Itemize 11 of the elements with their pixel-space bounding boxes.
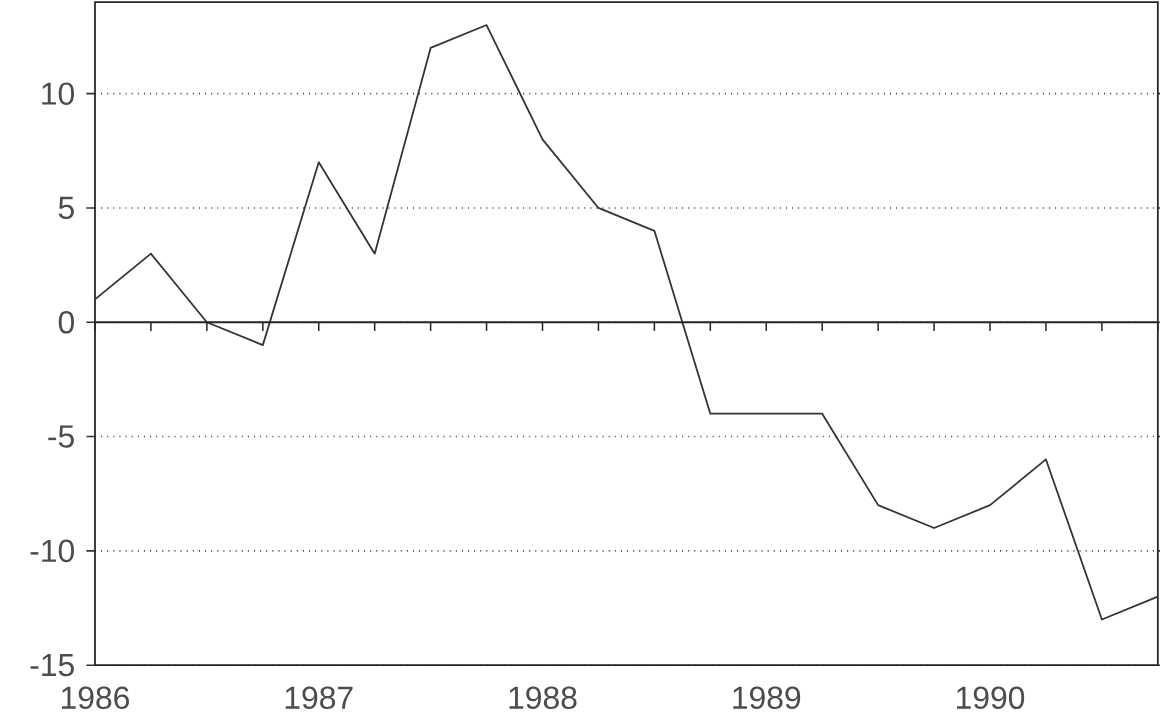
y-tick-label: 0 — [58, 311, 74, 334]
x-tick-label: 1987 — [285, 686, 353, 710]
y-tick-label: 10 — [42, 82, 74, 105]
y-tick-label: -15 — [30, 654, 74, 677]
x-tick-label: 1986 — [61, 686, 129, 710]
x-tick-label: 1990 — [957, 686, 1025, 710]
y-tick-label: -5 — [48, 425, 74, 448]
x-tick-label: 1989 — [733, 686, 801, 710]
y-tick-label: -10 — [30, 539, 74, 563]
y-tick-label: 5 — [58, 196, 74, 220]
x-tick-label: 1988 — [509, 686, 577, 710]
